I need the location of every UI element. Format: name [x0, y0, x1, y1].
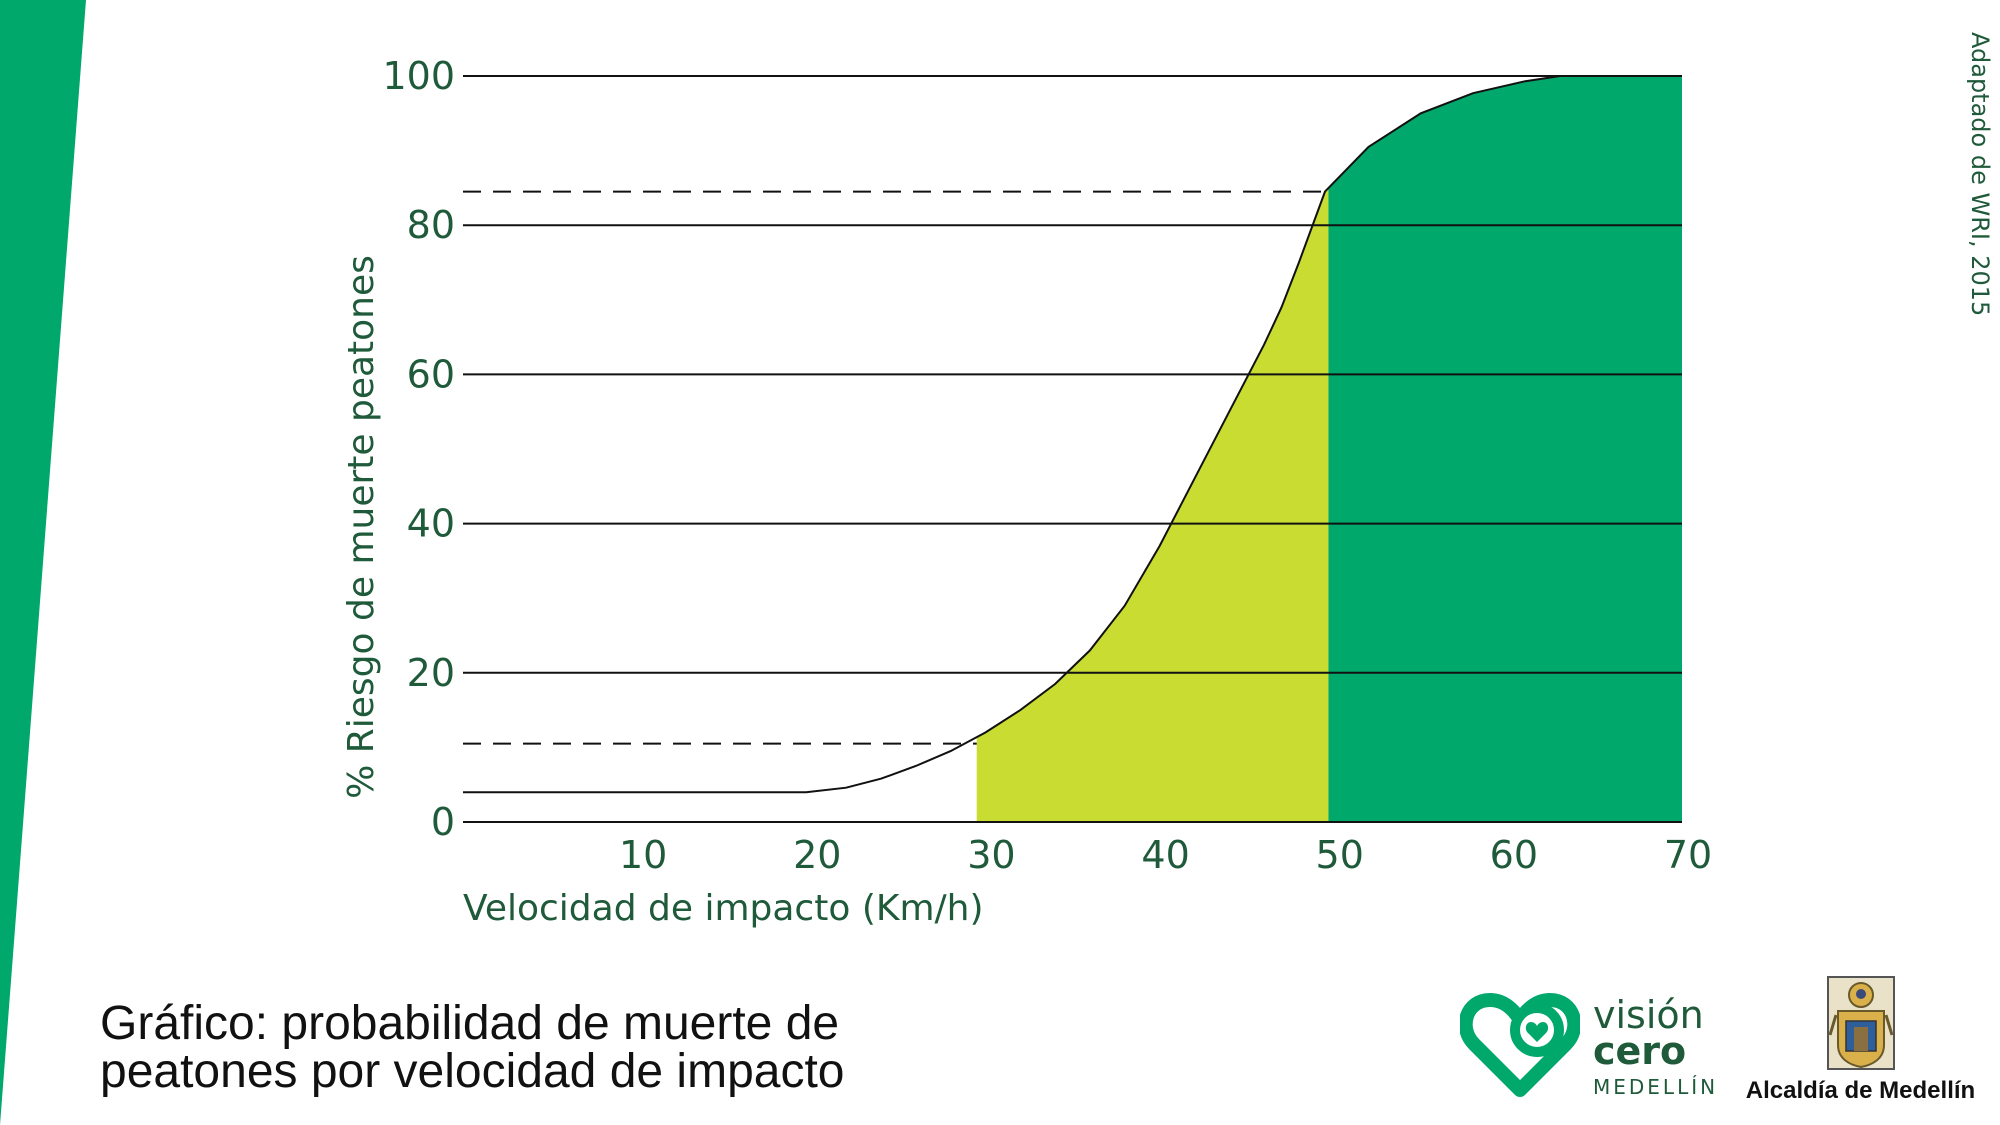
- heart-icon: [1460, 993, 1580, 1097]
- caption-line-2: peatones por velocidad de impacto: [100, 1045, 845, 1098]
- x-tick-label-60: 60: [1490, 833, 1538, 877]
- chart-gridlines: [463, 75, 1682, 823]
- y-tick-label-0: 0: [431, 800, 455, 844]
- risk-band-2: [1328, 76, 1682, 822]
- y-tick-label-40: 40: [407, 502, 455, 546]
- left-green-stripe: [0, 0, 86, 1125]
- vision-cero-wordmark: visión cero MEDELLÍN: [1593, 996, 1718, 1102]
- x-tick-label-10: 10: [619, 833, 667, 877]
- y-tick-label-80: 80: [407, 203, 455, 247]
- chart-bands: [976, 76, 1682, 822]
- y-tick-label-100: 100: [382, 54, 455, 98]
- vision-cero-line-2: cero: [1593, 1029, 1687, 1073]
- source-note: Adaptado de WRI, 2015: [1966, 32, 1994, 317]
- x-axis-label: Velocidad de impacto (Km/h): [463, 888, 984, 929]
- y-axis-label: % Riesgo de muerte peatones: [341, 255, 382, 799]
- y-tick-labels: 0 20 40 60 80 100: [382, 54, 455, 844]
- coat-of-arms-icon: [1827, 976, 1895, 1070]
- x-tick-label-30: 30: [967, 833, 1015, 877]
- alcaldia-logo: Alcaldía de Medellín: [1738, 975, 1983, 1105]
- x-tick-labels: 10 20 30 40 50 60 70: [619, 833, 1712, 877]
- vision-cero-logo: visión cero MEDELLÍN: [1460, 990, 1720, 1100]
- y-tick-label-20: 20: [407, 651, 455, 695]
- vision-cero-line-3: MEDELLÍN: [1593, 1075, 1719, 1099]
- alcaldia-label: Alcaldía de Medellín: [1745, 1077, 1976, 1104]
- risk-band-1: [976, 188, 1329, 822]
- chart-caption: Gráfico: probabilidad de muerte de peato…: [100, 1000, 1000, 1096]
- x-tick-label-40: 40: [1141, 833, 1189, 877]
- x-tick-label-70: 70: [1664, 833, 1712, 877]
- chart-reference-lines: [463, 190, 1329, 745]
- risk-curve: [463, 75, 1682, 794]
- risk-chart: 0 20 40 60 80 100 10 20 30 40 50 60 70 % Riesgo de …: [341, 54, 1712, 929]
- x-tick-label-50: 50: [1316, 833, 1364, 877]
- x-tick-label-20: 20: [793, 833, 841, 877]
- vision-cero-line-1: visión: [1593, 993, 1704, 1037]
- y-tick-label-60: 60: [407, 352, 455, 396]
- caption-line-1: Gráfico: probabilidad de muerte de: [100, 997, 840, 1050]
